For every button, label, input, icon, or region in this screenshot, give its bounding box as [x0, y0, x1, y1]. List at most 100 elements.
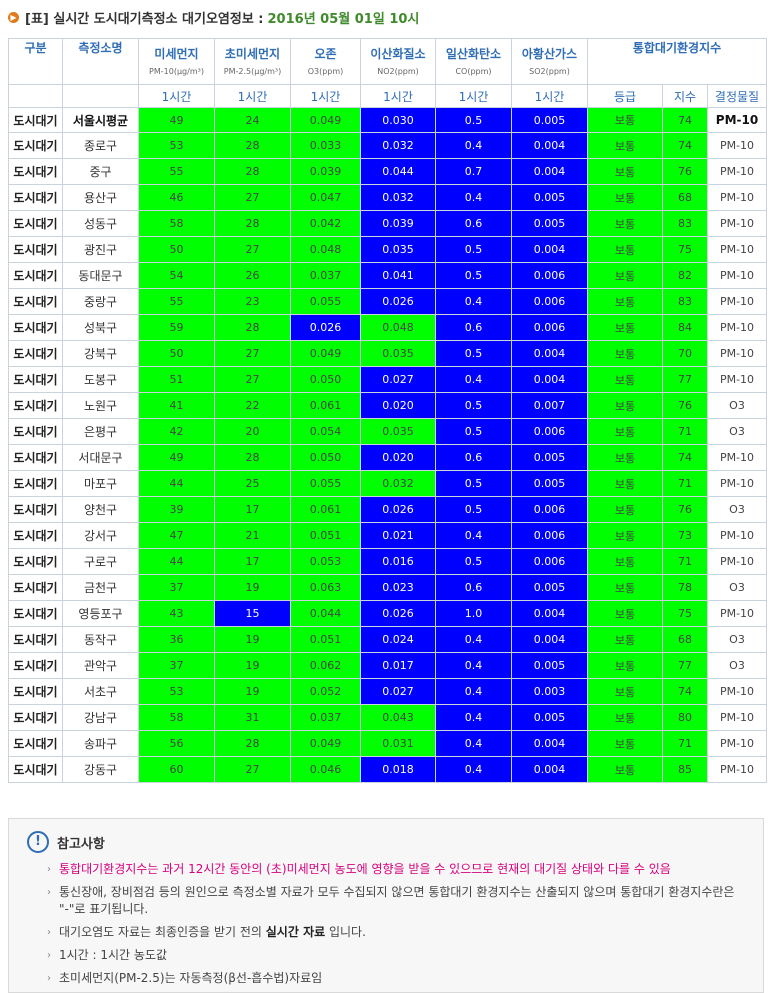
table-row: 도시대기 성북구 59 28 0.026 0.048 0.6 0.006 보통 84 PM-10 [8, 314, 768, 341]
cell-so2: 0.006 [511, 418, 588, 445]
cell-o3: 0.037 [290, 262, 361, 289]
cell-co: 0.4 [435, 184, 512, 211]
table-row: 도시대기 강동구 60 27 0.046 0.018 0.4 0.004 보통 85 PM-10 [8, 756, 768, 783]
cell-o3: 0.063 [290, 574, 361, 601]
note-text-bold: 실시간 자료 [265, 925, 326, 939]
cell-co: 0.4 [435, 756, 512, 783]
cell-no2: 0.030 [360, 107, 436, 133]
cell-pm25: 17 [214, 496, 291, 523]
cell-co: 0.5 [435, 340, 512, 367]
notes-heading: ! 참고사항 [27, 831, 105, 853]
cell-so2: 0.006 [511, 496, 588, 523]
cell-co: 0.5 [435, 236, 512, 263]
table-row: 도시대기 종로구 53 28 0.033 0.032 0.4 0.004 보통 74 PM-10 [8, 132, 768, 159]
cell-so2: 0.005 [511, 210, 588, 237]
cell-grade: 보통 [587, 392, 663, 419]
chevron-right-icon: ▶ [8, 11, 19, 23]
cell-pm25: 28 [214, 730, 291, 757]
cell-station: 동대문구 [62, 262, 139, 289]
cell-so2: 0.005 [511, 652, 588, 679]
table-row: 도시대기 관악구 37 19 0.062 0.017 0.4 0.005 보통 77 O3 [8, 652, 768, 679]
cell-gubun: 도시대기 [8, 107, 63, 133]
table-row: 도시대기 중랑구 55 23 0.055 0.026 0.4 0.006 보통 83 PM-10 [8, 288, 768, 315]
cell-o3: 0.054 [290, 418, 361, 445]
arrow-icon: › [47, 973, 51, 984]
cell-gubun: 도시대기 [8, 132, 63, 159]
table-row: 도시대기 은평구 42 20 0.054 0.035 0.5 0.006 보통 71 O3 [8, 418, 768, 445]
cell-so2: 0.004 [511, 366, 588, 393]
cell-pm10: 59 [138, 314, 215, 341]
cell-co: 0.4 [435, 678, 512, 705]
arrow-icon: › [47, 950, 51, 961]
cell-pm10: 44 [138, 470, 215, 497]
cell-pm25: 20 [214, 418, 291, 445]
table-row: 도시대기 동작구 36 19 0.051 0.024 0.4 0.004 보통 68 O3 [8, 626, 768, 653]
cell-gubun: 도시대기 [8, 470, 63, 497]
notes-list: › 통합대기환경지수는 과거 12시간 동안의 (초)미세먼지 농도에 영향을 받… [47, 861, 747, 993]
arrow-icon: › [47, 864, 51, 875]
col-cai: 통합대기환경지수 [586, 38, 768, 85]
cell-so2: 0.006 [511, 288, 588, 315]
cell-station: 광진구 [62, 236, 139, 263]
cell-index: 78 [662, 574, 708, 601]
cell-station: 도봉구 [62, 366, 139, 393]
cell-co: 0.5 [435, 262, 512, 289]
cell-grade: 보통 [587, 288, 663, 315]
cell-o3: 0.052 [290, 678, 361, 705]
cell-determinant: PM-10 [706, 600, 768, 627]
cell-gubun: 도시대기 [8, 496, 63, 523]
cell-index: 74 [662, 678, 708, 705]
cell-pm10: 43 [138, 600, 215, 627]
cell-gubun: 도시대기 [8, 288, 63, 315]
cell-o3: 0.039 [290, 158, 361, 185]
cell-index: 80 [662, 704, 708, 731]
cell-determinant: O3 [706, 574, 768, 601]
cell-grade: 보통 [587, 678, 663, 705]
table-row: 도시대기 노원구 41 22 0.061 0.020 0.5 0.007 보통 76 O3 [8, 392, 768, 419]
subhead-1h: 1시간 [435, 84, 512, 108]
cell-o3: 0.049 [290, 730, 361, 757]
cell-grade: 보통 [587, 652, 663, 679]
col-pm10: 미세먼지 [138, 38, 215, 67]
cell-grade: 보통 [587, 107, 663, 133]
cell-station: 강남구 [62, 704, 139, 731]
cell-gubun: 도시대기 [8, 756, 63, 783]
cell-determinant: O3 [706, 626, 768, 653]
cell-grade: 보통 [587, 158, 663, 185]
cell-pm10: 58 [138, 704, 215, 731]
cell-determinant: PM-10 [706, 522, 768, 549]
cell-determinant: O3 [706, 496, 768, 523]
cell-index: 76 [662, 392, 708, 419]
cell-gubun: 도시대기 [8, 522, 63, 549]
cell-pm25: 22 [214, 392, 291, 419]
cell-pm10: 46 [138, 184, 215, 211]
cell-station: 금천구 [62, 574, 139, 601]
cell-station: 종로구 [62, 132, 139, 159]
cell-determinant: PM-10 [706, 470, 768, 497]
cell-so2: 0.004 [511, 158, 588, 185]
cell-co: 0.6 [435, 314, 512, 341]
cell-so2: 0.004 [511, 132, 588, 159]
cell-no2: 0.023 [360, 574, 436, 601]
cell-determinant: PM-10 [706, 678, 768, 705]
cell-so2: 0.003 [511, 678, 588, 705]
cell-co: 0.5 [435, 496, 512, 523]
cell-gubun: 도시대기 [8, 158, 63, 185]
cell-station: 중랑구 [62, 288, 139, 315]
cell-determinant: PM-10 [706, 236, 768, 263]
cell-so2: 0.004 [511, 626, 588, 653]
cell-o3: 0.049 [290, 107, 361, 133]
cell-grade: 보통 [587, 626, 663, 653]
cell-gubun: 도시대기 [8, 392, 63, 419]
notes-box: ! 참고사항 › 통합대기환경지수는 과거 12시간 동안의 (초)미세먼지 농도… [8, 818, 764, 993]
cell-pm10: 42 [138, 418, 215, 445]
cell-determinant: O3 [706, 652, 768, 679]
table-row: 도시대기 강서구 47 21 0.051 0.021 0.4 0.006 보통 73 PM-10 [8, 522, 768, 549]
cell-so2: 0.004 [511, 756, 588, 783]
cell-o3: 0.062 [290, 652, 361, 679]
notes-heading-text: 참고사항 [57, 836, 105, 852]
cell-index: 74 [662, 444, 708, 471]
cell-no2: 0.016 [360, 548, 436, 575]
cell-pm25: 27 [214, 340, 291, 367]
cell-no2: 0.020 [360, 444, 436, 471]
